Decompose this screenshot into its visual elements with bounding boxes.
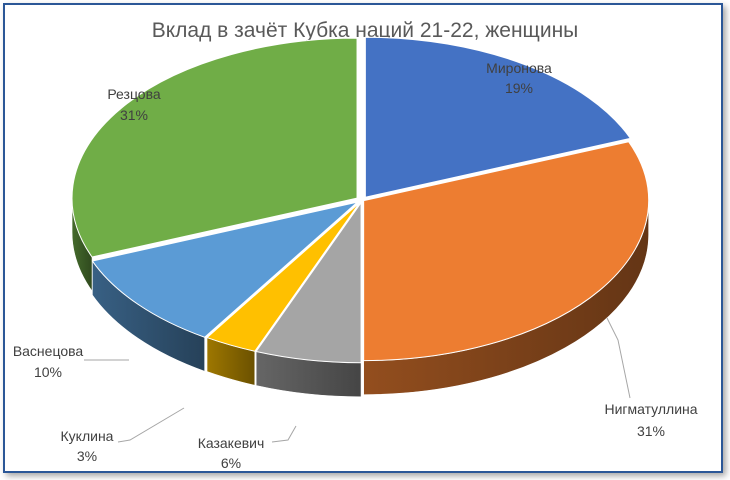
slice-5 — [71, 37, 358, 258]
slice-2 — [255, 201, 362, 364]
slice-category-label: Казакевич — [198, 435, 265, 451]
chart-title: Вклад в зачёт Кубка наций 21-22, женщины — [152, 19, 579, 42]
slice-category-label: Резцова — [107, 86, 161, 102]
leader-line-3 — [117, 407, 185, 443]
slice-percent-label: 31% — [637, 423, 665, 439]
data-labels: Миронова 19% Нигматуллина 31% Казакевич 6% Кук… — [13, 60, 698, 471]
slice-percent-label: 31% — [120, 107, 148, 123]
leader-line-2 — [271, 425, 297, 443]
slice-category-label: Куклина — [61, 428, 114, 444]
slice-percent-label: 10% — [34, 364, 62, 380]
slice-category-label: Нигматуллина — [604, 401, 697, 417]
pie-tops — [71, 36, 650, 364]
slice-percent-label: 6% — [221, 455, 241, 471]
slice-0 — [364, 36, 632, 198]
slice-3 — [206, 202, 361, 352]
slice-1 — [363, 141, 650, 362]
leader-line-1 — [606, 317, 631, 399]
leader-lines — [84, 317, 631, 443]
slice-category-label: Миронова — [486, 60, 552, 76]
slice-4 — [91, 201, 360, 338]
slice-category-label: Васнецова — [13, 343, 84, 359]
slice-percent-label: 3% — [77, 448, 97, 464]
slice-percent-label: 19% — [505, 80, 533, 96]
